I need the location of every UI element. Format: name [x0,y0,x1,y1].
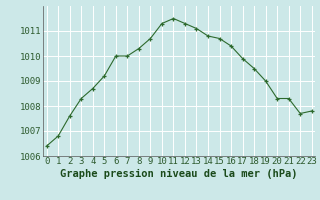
X-axis label: Graphe pression niveau de la mer (hPa): Graphe pression niveau de la mer (hPa) [60,169,298,179]
